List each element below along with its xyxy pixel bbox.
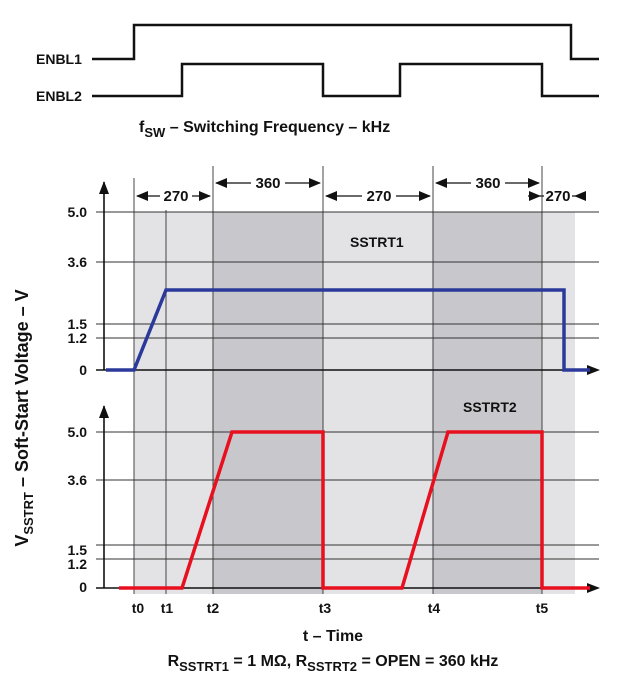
- top-panel-axes: [96, 181, 600, 375]
- dim-arrow-left-1: [136, 191, 148, 201]
- top-ytick-3v6: 3.6: [68, 254, 88, 270]
- resistor-footnote: RSSTRT1 = 1 MΩ, RSSTRT2 = OPEN = 360 kHz: [168, 653, 499, 674]
- dim-arrow-left-4: [435, 178, 447, 188]
- bottom-y-axis-arrow: [99, 405, 109, 418]
- top-ytick-5v: 5.0: [68, 204, 88, 220]
- dim-arrow-right-5: [574, 191, 586, 201]
- time-tick-t0: t0: [132, 600, 145, 616]
- interval-label-1: 270: [163, 188, 188, 205]
- interval-label-5: 270: [545, 188, 570, 205]
- dim-arrow-left-5: [529, 191, 541, 201]
- enbl2-waveform: [92, 62, 599, 98]
- interval-label-4: 360: [475, 175, 500, 192]
- shade-dark-region-2: [433, 212, 542, 594]
- dim-arrow-right-2: [309, 178, 321, 188]
- fsw-label: fSW – Switching Frequency – kHz: [139, 119, 390, 140]
- enbl2-label: ENBL2: [36, 88, 82, 104]
- bottom-ytick-0v: 0: [79, 579, 87, 595]
- time-tick-t1: t1: [161, 600, 174, 616]
- enbl1-waveform: [92, 23, 599, 61]
- shaded-regions: [134, 212, 575, 594]
- top-ytick-1v2: 1.2: [68, 330, 88, 346]
- dim-arrow-left-2: [215, 178, 227, 188]
- interval-dimensions: 270 360 270 360 270: [136, 175, 586, 205]
- time-tick-labels: t0 t1 t2 t3 t4 t5: [132, 600, 549, 616]
- top-panel-gridlines: [96, 211, 599, 339]
- sstrt2-label: SSTRT2: [463, 399, 517, 415]
- enbl1-label: ENBL1: [36, 51, 82, 67]
- time-tick-t5: t5: [536, 600, 549, 616]
- bottom-y-tick-labels: 5.0 3.6 1.5 1.2 0: [68, 424, 88, 595]
- time-tick-t2: t2: [207, 600, 220, 616]
- bottom-ytick-3v6: 3.6: [68, 472, 88, 488]
- top-y-axis-arrow: [99, 181, 109, 194]
- top-ytick-0v: 0: [79, 362, 87, 378]
- bottom-ytick-1v5: 1.5: [68, 542, 88, 558]
- top-ytick-1v5: 1.5: [68, 316, 88, 332]
- enable-signals: ENBL1 ENBL2: [36, 23, 599, 104]
- bottom-x-axis-arrow: [587, 583, 600, 593]
- dim-arrow-right-1: [199, 191, 211, 201]
- dim-arrow-right-4: [528, 178, 540, 188]
- bottom-ytick-1v2: 1.2: [68, 556, 88, 572]
- top-y-tick-labels: 5.0 3.6 1.5 1.2 0: [68, 204, 88, 378]
- sstrt2-waveform: [119, 430, 590, 590]
- time-tick-t4: t4: [428, 600, 441, 616]
- sstrt1-waveform: [106, 288, 590, 372]
- shade-dark-region-1: [213, 212, 323, 594]
- x-axis-label: t – Time: [303, 628, 363, 645]
- y-axis-label: VSSTRT – Soft-Start Voltage – V: [12, 289, 36, 546]
- interval-label-3: 270: [366, 188, 391, 205]
- interval-label-2: 360: [255, 175, 280, 192]
- dim-arrow-left-3: [325, 191, 337, 201]
- bottom-ytick-5v: 5.0: [68, 424, 88, 440]
- top-x-axis-arrow: [587, 365, 600, 375]
- dim-arrow-right-3: [419, 191, 431, 201]
- sstrt1-label: SSTRT1: [350, 234, 404, 250]
- time-tick-t3: t3: [319, 600, 332, 616]
